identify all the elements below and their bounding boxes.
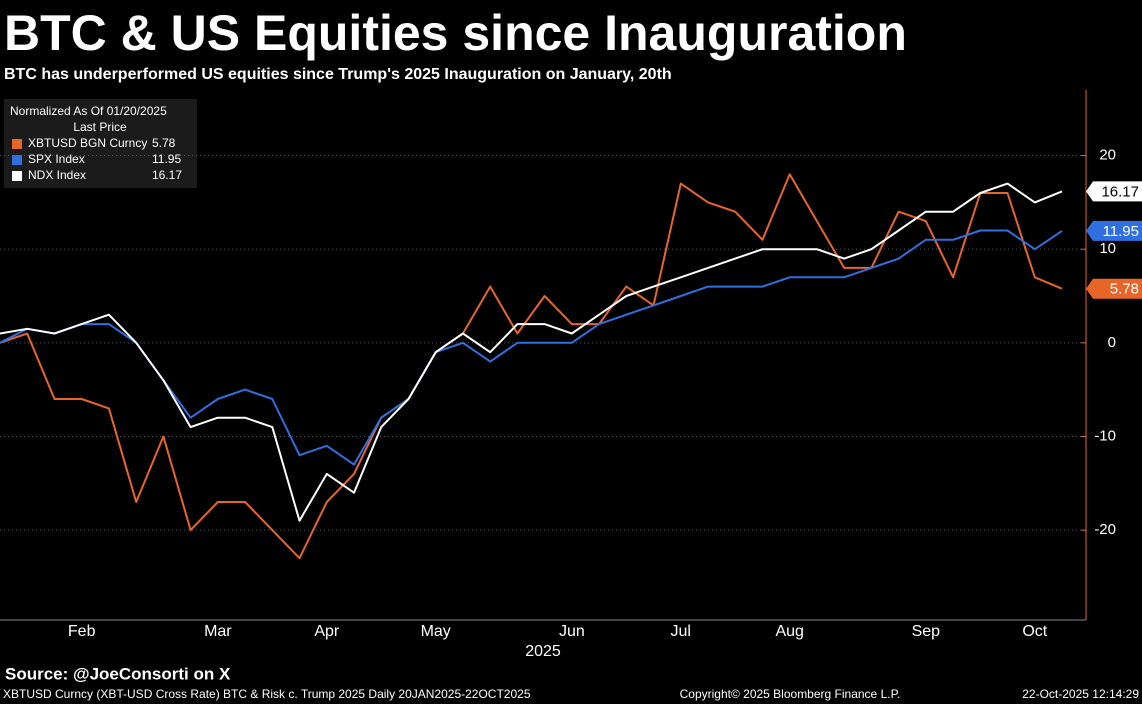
value-tag [1086,181,1142,202]
x-axis-label: 2025 [525,643,561,660]
source: Source: @JoeConsorti on X [5,664,231,683]
footer-center: Copyright© 2025 Bloomberg Finance L.P. [680,687,901,701]
legend-box [4,99,197,188]
legend-title: Normalized As Of 01/20/2025 [10,104,167,118]
y-tick-label: -20 [1094,521,1116,538]
footer-left: XBTUSD Curncy (XBT-USD Cross Rate) BTC &… [3,687,531,701]
legend-swatch [12,139,22,149]
y-tick-label: 20 [1099,147,1116,164]
legend-value: 16.17 [152,168,182,182]
value-tag-label: 16.17 [1101,183,1139,200]
value-tag-label: 11.95 [1103,223,1139,240]
x-tick-label: Aug [775,623,803,640]
legend-swatch [12,171,22,181]
footer-right: 22-Oct-2025 12:14:29 [1022,687,1139,701]
value-tag [1086,278,1142,299]
legend-label: XBTUSD BGN Curncy [28,136,147,150]
chart-subtitle: BTC has underperformed US equities since… [4,66,672,83]
x-tick-label: Sep [912,623,941,640]
y-tick-label: 10 [1099,240,1116,257]
x-tick-label: May [421,623,451,640]
chart-title: BTC & US Equities since Inauguration [4,5,907,61]
y-tick-label: -10 [1094,427,1116,444]
legend-value: 11.95 [152,152,181,166]
legend-subtitle: Last Price [73,120,127,134]
x-tick-label: Apr [314,623,340,640]
y-tick-label: 0 [1108,334,1116,351]
legend-label: SPX Index [28,152,85,166]
series-line [0,229,1063,466]
x-tick-label: Jul [671,623,691,640]
x-tick-label: Oct [1022,623,1047,640]
legend-label: NDX Index [28,168,86,182]
x-tick-label: Feb [68,623,96,640]
x-tick-label: Jun [559,623,585,640]
x-tick-label: Mar [204,623,232,640]
series-line [0,182,1063,522]
legend-swatch [12,155,22,165]
legend-value: 5.78 [152,136,176,150]
value-tag [1086,220,1142,241]
value-tag-label: 5.78 [1110,281,1139,298]
